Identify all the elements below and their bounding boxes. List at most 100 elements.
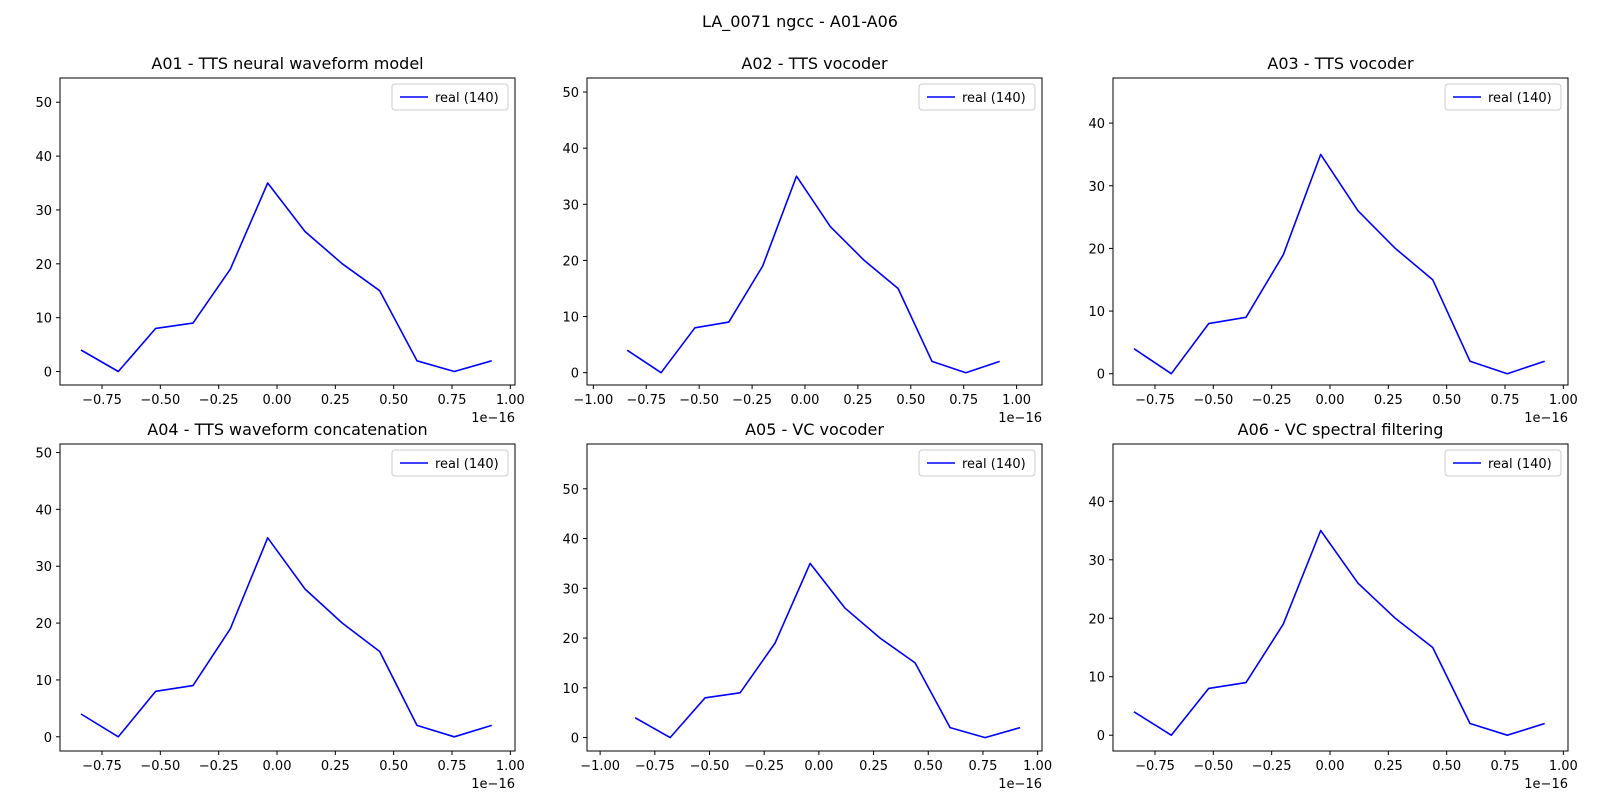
subplot-5: A05 - VC vocoder −1.00 −0.75 −0.50 −0.25 0.00… [562, 420, 1052, 792]
y-tick-label: 10 [562, 682, 579, 697]
legend-label: real (140) [435, 457, 499, 472]
axes-frame [59, 77, 516, 386]
x-tick-label: −0.50 [1193, 393, 1233, 408]
legend: real (140) [391, 449, 509, 477]
y-tick-label: 20 [1088, 612, 1105, 627]
y-tick-label: 10 [1088, 671, 1105, 686]
legend: real (140) [918, 83, 1036, 111]
y-tick-label: 10 [1088, 305, 1105, 320]
y-tick-label: 20 [562, 632, 579, 647]
subplot-1: A01 - TTS neural waveform model −0.75 −0.5… [35, 54, 524, 426]
y-tick-label: 30 [1088, 554, 1105, 569]
x-offset-label: 1e−16 [1524, 777, 1568, 792]
x-offset-label: 1e−16 [1524, 411, 1568, 426]
y-tick-label: 30 [562, 582, 579, 597]
x-tick-label: 0.50 [1432, 759, 1461, 774]
y-tick-label: 40 [35, 503, 52, 518]
y-tick-label: 20 [35, 617, 52, 632]
x-tick-label: −0.50 [140, 759, 180, 774]
legend: real (140) [918, 449, 1036, 477]
x-tick-label: −0.25 [744, 759, 784, 774]
legend-box [1444, 83, 1562, 111]
series-line [626, 175, 1000, 374]
subplot-title: A06 - VC spectral filtering [1238, 420, 1444, 439]
axes-frame [59, 443, 516, 752]
x-tick-label: −0.75 [82, 393, 122, 408]
x-tick-label: −0.25 [199, 759, 239, 774]
subplot-6: A06 - VC spectral filtering −0.75 −0.50 −0.… [1088, 420, 1577, 792]
legend-label: real (140) [962, 91, 1026, 106]
x-tick-label: 1.00 [1002, 393, 1031, 408]
x-tick-label: 0.25 [321, 759, 350, 774]
x-tick-label: 0.00 [791, 393, 820, 408]
series-line [80, 182, 492, 373]
legend-box [1444, 449, 1562, 477]
x-tick-label: 0.00 [804, 759, 833, 774]
x-tick-label: 1.00 [1549, 759, 1578, 774]
y-tick-label: 50 [562, 86, 579, 101]
x-tick-label: 0.75 [1491, 759, 1520, 774]
x-tick-label: 0.25 [1374, 759, 1403, 774]
x-tick-label: 0.25 [321, 393, 350, 408]
x-tick-label: 1.00 [496, 759, 525, 774]
y-tick-label: 40 [562, 142, 579, 157]
subplot-title: A05 - VC vocoder [745, 420, 884, 439]
x-tick-label: −0.50 [690, 759, 730, 774]
x-tick-label: 0.25 [859, 759, 888, 774]
x-tick-label: 1.00 [1549, 393, 1578, 408]
x-tick-label: 0.75 [949, 393, 978, 408]
series-line [1133, 529, 1545, 737]
axes-frame [1112, 443, 1569, 752]
x-offset-label: 1e−16 [471, 411, 515, 426]
x-tick-label: −0.25 [199, 393, 239, 408]
series-line [634, 562, 1021, 739]
legend-label: real (140) [1488, 457, 1552, 472]
x-tick-label: 0.50 [379, 393, 408, 408]
legend-box [391, 449, 509, 477]
y-tick-label: 40 [1088, 495, 1105, 510]
subplot-3: A03 - TTS vocoder −0.75 −0.50 −0.25 0.00 0.25… [1088, 54, 1577, 426]
y-tick-label: 0 [571, 367, 579, 382]
legend-label: real (140) [962, 457, 1026, 472]
y-tick-label: 20 [35, 258, 52, 273]
x-tick-label: −0.75 [1135, 393, 1175, 408]
y-tick-label: 0 [571, 732, 579, 747]
x-tick-label: −0.75 [82, 759, 122, 774]
x-tick-label: 0.25 [843, 393, 872, 408]
y-tick-label: 10 [35, 674, 52, 689]
y-tick-label: 50 [562, 483, 579, 498]
subplot-4: A04 - TTS waveform concatenation −0.75 −0.… [35, 420, 524, 792]
y-tick-label: 10 [35, 312, 52, 327]
y-tick-label: 0 [1097, 729, 1105, 744]
x-tick-label: 0.00 [1316, 393, 1345, 408]
x-tick-label: 0.50 [896, 393, 925, 408]
x-tick-label: −0.25 [1252, 393, 1292, 408]
series-line [1133, 153, 1545, 375]
x-tick-label: −0.50 [679, 393, 719, 408]
y-tick-label: 40 [35, 150, 52, 165]
legend-label: real (140) [435, 91, 499, 106]
y-tick-label: 0 [1097, 368, 1105, 383]
x-tick-label: 0.75 [968, 759, 997, 774]
x-tick-label: 0.00 [263, 759, 292, 774]
legend: real (140) [1444, 83, 1562, 111]
x-tick-label: 0.50 [914, 759, 943, 774]
x-tick-label: −0.25 [732, 393, 772, 408]
x-tick-label: −0.75 [1135, 759, 1175, 774]
y-tick-label: 30 [1088, 180, 1105, 195]
x-tick-label: −0.75 [626, 393, 666, 408]
subplot-title: A03 - TTS vocoder [1267, 54, 1414, 73]
axes-frame [1112, 77, 1569, 386]
x-tick-label: −0.50 [140, 393, 180, 408]
y-tick-label: 20 [562, 254, 579, 269]
y-tick-label: 40 [1088, 117, 1105, 132]
y-tick-label: 30 [35, 560, 52, 575]
x-offset-label: 1e−16 [471, 777, 515, 792]
legend: real (140) [1444, 449, 1562, 477]
subplot-2: A02 - TTS vocoder −1.00 −0.75 −0.50 −0.25 0.0… [562, 54, 1043, 426]
x-tick-label: 0.50 [1432, 393, 1461, 408]
axes-frame [586, 77, 1043, 386]
x-tick-label: −0.50 [1193, 759, 1233, 774]
series-line [80, 536, 492, 738]
